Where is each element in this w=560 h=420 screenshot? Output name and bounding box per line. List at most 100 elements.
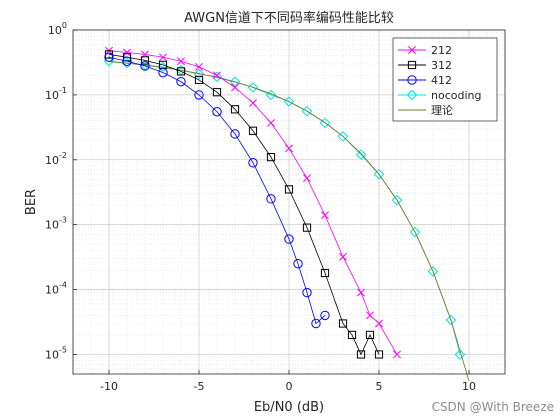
x-tick-label: -5 (194, 380, 205, 393)
data-point-412 (194, 90, 204, 100)
legend-item-理论[interactable]: 理论 (398, 103, 453, 117)
x-axis-label: Eb/N0 (dB) (254, 400, 324, 415)
series-line-412 (108, 56, 326, 325)
data-point-212 (375, 319, 383, 328)
legend-item-nocoding[interactable]: nocoding (398, 89, 481, 102)
data-point-412 (104, 52, 114, 62)
data-point-412 (212, 107, 222, 117)
data-point-312 (365, 330, 375, 340)
data-point-nocoding (211, 71, 223, 83)
data-point-nocoding (229, 76, 241, 87)
series-line-理论 (108, 61, 470, 382)
y-tick-label: 10-2 (45, 151, 67, 167)
data-point-412 (158, 67, 168, 78)
y-tick-label: 10-3 (45, 216, 67, 232)
data-point-312 (320, 268, 330, 278)
series-理论 (108, 61, 470, 382)
legend-marker (407, 75, 417, 85)
data-point-212 (123, 48, 131, 57)
data-point-nocoding (355, 149, 367, 160)
data-point-312 (194, 75, 204, 85)
data-point-nocoding (319, 117, 331, 129)
series-line-212 (108, 50, 398, 355)
watermark: CSDN @With Breeze (431, 400, 554, 414)
data-point-212 (285, 144, 293, 153)
data-point-nocoding (193, 68, 205, 80)
data-point-nocoding (445, 314, 457, 326)
data-point-412 (284, 234, 294, 244)
legend-marker (407, 60, 417, 70)
data-point-nocoding (121, 57, 133, 69)
series-212 (105, 46, 401, 359)
legend-item-312[interactable]: 312 (398, 59, 452, 72)
y-tick-label: 10-5 (45, 345, 67, 361)
data-point-312 (347, 330, 357, 340)
legend-marker (408, 46, 416, 54)
legend-marker (406, 89, 418, 101)
legend-item-212[interactable]: 212 (398, 44, 452, 57)
legend-item-412[interactable]: 412 (398, 74, 452, 87)
data-point-nocoding (409, 226, 421, 238)
data-point-312 (176, 67, 186, 76)
data-point-312 (248, 126, 258, 135)
legend-label: 312 (431, 59, 452, 72)
data-point-312 (140, 56, 150, 65)
legend-label: 412 (431, 74, 452, 87)
y-axis-label: BER (24, 189, 39, 215)
data-point-212 (339, 252, 347, 261)
data-point-nocoding (265, 89, 277, 101)
data-point-412 (320, 310, 330, 321)
x-tick-label: -10 (100, 380, 118, 393)
y-tick-label: 10-4 (45, 281, 67, 297)
data-point-312 (266, 153, 276, 162)
data-point-212 (159, 53, 167, 62)
data-point-212 (321, 211, 329, 220)
data-point-212 (267, 118, 275, 127)
data-point-412 (302, 287, 312, 298)
data-point-212 (393, 350, 401, 359)
data-point-212 (177, 57, 185, 66)
series-group (103, 46, 470, 382)
data-point-412 (266, 194, 276, 204)
data-point-212 (249, 99, 257, 107)
data-point-212 (303, 174, 311, 183)
data-point-412 (311, 318, 321, 329)
legend-label: 理论 (431, 103, 453, 117)
data-point-nocoding (391, 194, 403, 206)
data-point-nocoding (157, 61, 169, 73)
data-point-312 (356, 350, 366, 359)
data-point-212 (195, 62, 203, 71)
data-point-412 (230, 129, 240, 139)
data-point-212 (231, 83, 239, 92)
data-point-nocoding (337, 131, 349, 142)
y-tick-label: 100 (48, 21, 67, 37)
data-point-312 (302, 223, 312, 232)
data-point-312 (230, 105, 240, 114)
data-point-nocoding (373, 168, 385, 180)
x-tick-label: 5 (376, 380, 383, 393)
y-tick-label: 10-1 (45, 86, 67, 102)
series-412 (104, 52, 330, 329)
data-point-212 (357, 288, 365, 297)
data-point-412 (140, 61, 150, 71)
data-point-412 (122, 56, 132, 66)
chart-title: AWGN信道下不同码率编码性能比较 (184, 10, 394, 26)
data-point-nocoding (427, 266, 439, 277)
data-point-nocoding (454, 349, 466, 360)
data-point-212 (213, 71, 221, 80)
data-point-312 (212, 88, 222, 97)
data-point-412 (248, 158, 258, 168)
x-tick-label: 10 (462, 380, 476, 393)
data-point-412 (293, 259, 303, 269)
x-tick-label: 0 (286, 380, 293, 393)
data-point-412 (176, 76, 186, 87)
legend-label: 212 (431, 44, 452, 57)
data-point-312 (338, 319, 348, 328)
data-point-312 (374, 350, 384, 359)
legend-label: nocoding (431, 89, 481, 102)
data-point-212 (366, 311, 374, 320)
data-point-312 (284, 185, 294, 194)
